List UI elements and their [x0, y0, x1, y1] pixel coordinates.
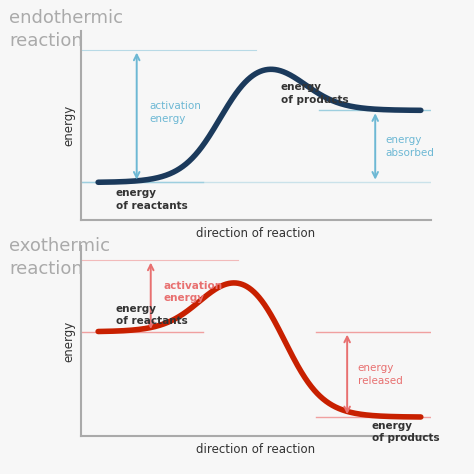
Text: energy
of reactants: energy of reactants [116, 188, 187, 210]
Text: activation
energy: activation energy [163, 281, 222, 303]
Text: exothermic
reaction: exothermic reaction [9, 237, 110, 278]
X-axis label: direction of reaction: direction of reaction [196, 228, 316, 240]
Text: activation
energy: activation energy [149, 101, 201, 124]
Text: energy
released: energy released [358, 363, 402, 386]
Y-axis label: energy: energy [62, 105, 75, 146]
Text: energy
of products: energy of products [372, 421, 439, 443]
Text: energy
of products: energy of products [281, 82, 348, 105]
X-axis label: direction of reaction: direction of reaction [196, 443, 316, 456]
Y-axis label: energy: energy [62, 320, 75, 362]
Text: energy
absorbed: energy absorbed [386, 135, 435, 158]
Text: energy
of reactants: energy of reactants [116, 304, 187, 326]
Text: endothermic
reaction: endothermic reaction [9, 9, 124, 50]
